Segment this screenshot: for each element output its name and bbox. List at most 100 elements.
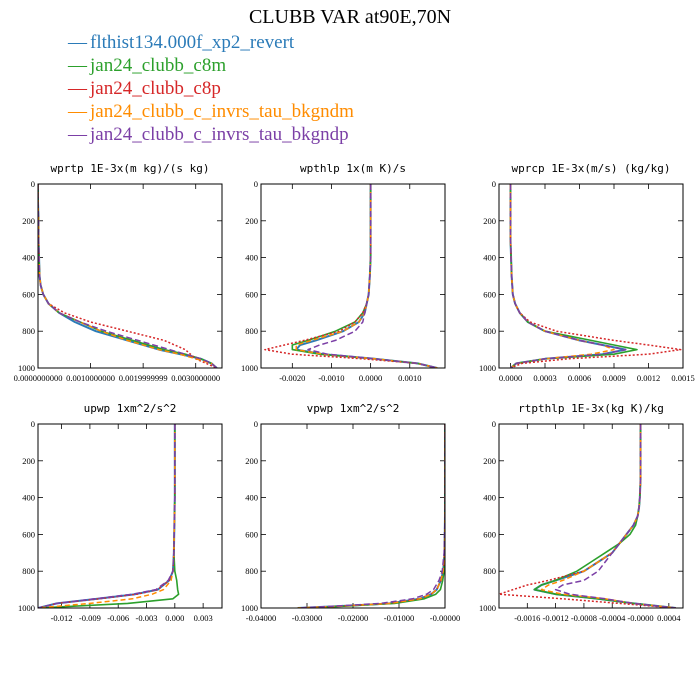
y-tick-label: 200	[245, 456, 258, 466]
x-tick-label: -0.02000	[338, 613, 368, 623]
legend-dash-icon: —	[68, 32, 87, 53]
series-line	[554, 424, 677, 608]
y-tick-label: 200	[483, 456, 496, 466]
x-tick-label: 0.0003	[533, 373, 556, 383]
chart-panel: rtpthlp 1E-3x(kg K)/kg 0 200 400 600 800 1000 -…	[479, 402, 684, 623]
chart-panel: vpwp 1xm^2/s^2 0 200 400 600 800 1000-0.04000 -…	[241, 402, 460, 623]
x-tick-label: -0.009	[79, 613, 101, 623]
y-tick-label: 200	[22, 456, 35, 466]
chart-panel: wprcp 1E-3x(m/s) (kg/kg) 0 200 400 600 800 100…	[479, 162, 695, 383]
series-line	[38, 424, 176, 608]
panel-title: wpthlp 1x(m K)/s	[300, 162, 406, 175]
y-tick-label: 800	[22, 566, 35, 576]
series-line	[38, 424, 176, 608]
legend-label: flthist134.000f_xp2_revert	[90, 32, 295, 53]
x-tick-label: 0.0000000000	[14, 373, 63, 383]
y-tick-label: 1000	[479, 603, 496, 613]
y-tick-label: 1000	[18, 363, 35, 373]
y-tick-label: 800	[483, 326, 496, 336]
x-tick-label: 0.0000	[359, 373, 382, 383]
series-line	[38, 424, 176, 608]
y-tick-label: 800	[22, 326, 35, 336]
chart-panel: wprtp 1E-3x(m kg)/(s kg) 0 200 400 600 800 100…	[14, 162, 223, 383]
legend-label: jan24_clubb_c_invrs_tau_bkgndm	[90, 101, 354, 122]
y-tick-label: 200	[22, 216, 35, 226]
series-line	[295, 184, 438, 368]
series-line	[499, 424, 676, 608]
y-tick-label: 0	[31, 419, 35, 429]
x-tick-label: 0.0004	[657, 613, 681, 623]
x-tick-label: -0.03000	[292, 613, 322, 623]
series-line	[307, 184, 438, 368]
series-line	[38, 184, 218, 368]
y-tick-label: 400	[483, 493, 496, 503]
legend-dash-icon: —	[68, 124, 87, 145]
plot-frame	[260, 183, 446, 369]
legend: — flthist134.000f_xp2_revert — jan24_clubb…	[68, 31, 354, 146]
x-tick-label: 0.0000	[499, 373, 522, 383]
plot-frame	[498, 183, 684, 369]
y-tick-label: 1000	[18, 603, 35, 613]
series-line	[509, 184, 627, 368]
plot-frame	[37, 423, 223, 609]
legend-item: — jan24_clubb_c_invrs_tau_bkgndp	[68, 123, 354, 146]
panel-title: vpwp 1xm^2/s^2	[307, 402, 400, 415]
y-tick-label: 600	[22, 289, 35, 299]
y-tick-label: 200	[483, 216, 496, 226]
x-tick-label: -0.0010	[318, 373, 344, 383]
y-tick-label: 600	[245, 289, 258, 299]
y-tick-label: 400	[483, 253, 496, 263]
legend-dash-icon: —	[68, 55, 87, 76]
series-line	[509, 184, 682, 368]
series-line	[509, 184, 627, 368]
series-line	[297, 424, 445, 608]
legend-item: — flthist134.000f_xp2_revert	[68, 31, 354, 54]
y-tick-label: 800	[245, 566, 258, 576]
y-tick-label: 400	[245, 493, 258, 503]
legend-label: jan24_clubb_c_invrs_tau_bkgndp	[90, 124, 349, 145]
y-tick-label: 400	[245, 253, 258, 263]
y-tick-label: 400	[22, 253, 35, 263]
series-line	[264, 184, 438, 368]
series-line	[38, 184, 218, 368]
series-line	[297, 424, 445, 608]
y-tick-label: 600	[483, 529, 496, 539]
series-line	[540, 424, 677, 608]
legend-item: — jan24_clubb_c_invrs_tau_bkgndm	[68, 100, 354, 123]
legend-label: jan24_clubb_c8p	[90, 78, 221, 99]
x-tick-label: 0.0015	[671, 373, 694, 383]
x-tick-label: -0.006	[107, 613, 129, 623]
panel-title: wprcp 1E-3x(m/s) (kg/kg)	[512, 162, 671, 175]
y-tick-label: 600	[22, 529, 35, 539]
x-tick-label: -0.0008	[571, 613, 597, 623]
legend-item: — jan24_clubb_c8p	[68, 77, 354, 100]
panel-title: rtpthlp 1E-3x(kg K)/kg	[518, 402, 664, 415]
y-tick-label: 0	[31, 179, 35, 189]
main-title: CLUBB VAR at90E,70N	[248, 6, 452, 28]
x-tick-label: 0.0012	[637, 373, 660, 383]
x-tick-label: -0.003	[136, 613, 158, 623]
y-tick-label: 800	[245, 326, 258, 336]
series-line	[533, 424, 677, 608]
x-tick-label: -0.00000	[430, 613, 460, 623]
y-tick-label: 1000	[241, 363, 258, 373]
x-tick-label: 0.0009	[602, 373, 625, 383]
y-tick-label: 200	[245, 216, 258, 226]
legend-item: — jan24_clubb_c8m	[68, 54, 354, 77]
plot-frame	[37, 183, 223, 369]
y-tick-label: 0	[254, 179, 258, 189]
x-tick-label: 0.0019999999	[119, 373, 168, 383]
x-tick-label: -0.0004	[599, 613, 626, 623]
x-tick-label: 0.0010	[398, 373, 421, 383]
x-tick-label: -0.04000	[246, 613, 276, 623]
x-tick-label: 0.000	[165, 613, 184, 623]
x-tick-label: 0.0006	[568, 373, 591, 383]
series-line	[38, 424, 180, 608]
series-line	[509, 184, 638, 368]
y-tick-label: 600	[483, 289, 496, 299]
chart-panel: wpthlp 1x(m K)/s 0 200 400 600 800 1000 -0.0020…	[241, 162, 446, 383]
legend-dash-icon: —	[68, 78, 87, 99]
series-line	[297, 424, 445, 608]
x-tick-label: -0.0016	[514, 613, 540, 623]
